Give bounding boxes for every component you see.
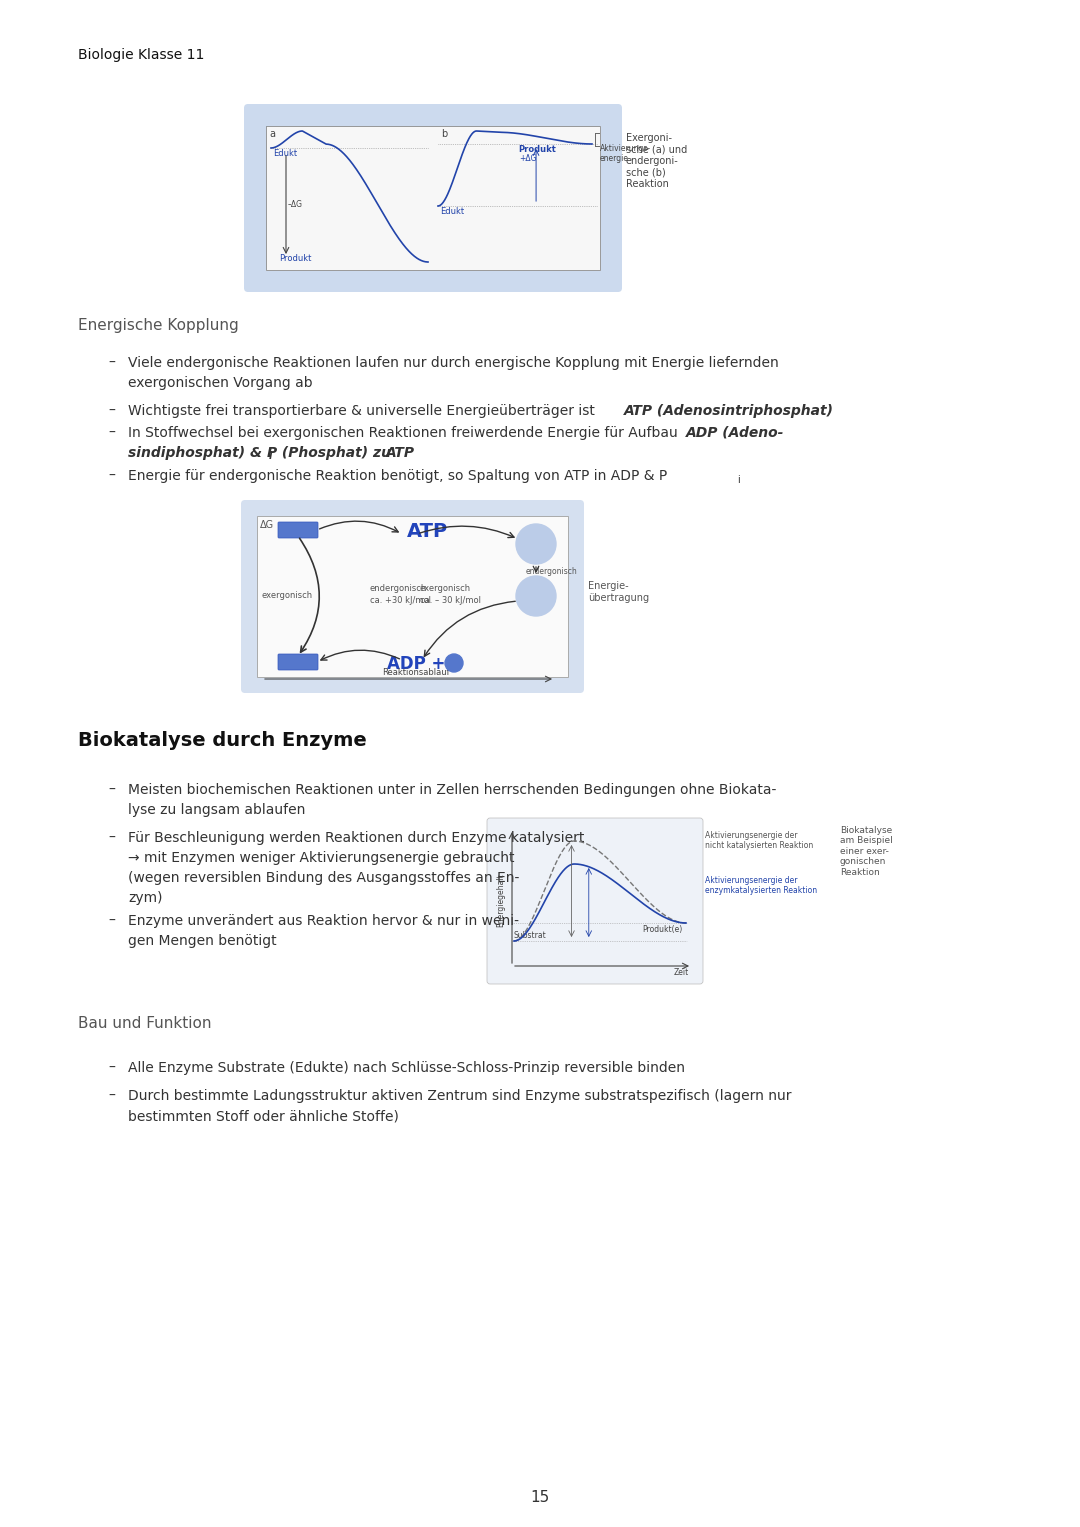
Text: → mit Enzymen weniger Aktivierungsenergie gebraucht: → mit Enzymen weniger Aktivierungsenergi… [129,851,514,864]
Text: Stoff A: Stoff A [282,525,312,534]
Text: Energiegehalt: Energiegehalt [496,873,505,927]
Text: exergonischen Vorgang ab: exergonischen Vorgang ab [129,376,312,389]
Text: Biologie Klasse 11: Biologie Klasse 11 [78,47,204,63]
Text: Meisten biochemischen Reaktionen unter in Zellen herrschenden Bedingungen ohne B: Meisten biochemischen Reaktionen unter i… [129,783,777,797]
Circle shape [516,576,556,615]
Text: –: – [108,426,114,440]
Text: Enzyme unverändert aus Reaktion hervor & nur in weni-: Enzyme unverändert aus Reaktion hervor &… [129,915,519,928]
Text: 15: 15 [530,1490,550,1506]
Text: Durch bestimmte Ladungsstruktur aktiven Zentrum sind Enzyme substratspezifisch (: Durch bestimmte Ladungsstruktur aktiven … [129,1089,792,1102]
Bar [266,127,600,270]
Text: (wegen reversiblen Bindung des Ausgangsstoffes an En-: (wegen reversiblen Bindung des Ausgangss… [129,870,519,886]
Text: Für Beschleunigung werden Reaktionen durch Enzyme katalysiert: Für Beschleunigung werden Reaktionen dur… [129,831,584,844]
Text: –: – [108,1061,114,1075]
Text: b: b [441,128,447,139]
Text: Aktivierungsenergie der: Aktivierungsenergie der [705,876,797,886]
Text: –ΔG: –ΔG [288,200,303,209]
Text: Biokatalyse durch Enzyme: Biokatalyse durch Enzyme [78,731,367,750]
Text: endergonisch: endergonisch [526,567,578,576]
Text: ADP (Adeno-: ADP (Adeno- [686,426,784,440]
Text: Biokatalyse
am Beispiel
einer exer-
gonischen
Reaktion: Biokatalyse am Beispiel einer exer- goni… [840,826,893,876]
FancyBboxPatch shape [487,818,703,983]
Text: Zeit: Zeit [674,968,689,977]
Text: endergonisch: endergonisch [370,583,428,592]
Text: ATP (Adenosintriphosphat): ATP (Adenosintriphosphat) [624,405,834,418]
Text: exergonisch: exergonisch [261,591,312,600]
Text: Energie-
übertragung: Energie- übertragung [588,580,649,603]
FancyBboxPatch shape [278,522,318,538]
FancyBboxPatch shape [244,104,622,292]
Circle shape [445,654,463,672]
Text: a: a [269,128,275,139]
Text: Produkt: Produkt [279,253,311,263]
Text: Reaktionsablauf: Reaktionsablauf [382,667,449,676]
Text: Stoff B: Stoff B [282,657,311,666]
Text: –: – [108,783,114,797]
Text: Edukt: Edukt [440,208,464,215]
Text: Aktivierungsenergie der: Aktivierungsenergie der [705,831,797,840]
Text: –: – [108,1089,114,1102]
Text: enzymkatalysierten Reaktion: enzymkatalysierten Reaktion [705,886,818,895]
Text: exergonisch: exergonisch [420,583,471,592]
Text: –: – [108,831,114,844]
Text: Viele endergonische Reaktionen laufen nur durch energische Kopplung mit Energie : Viele endergonische Reaktionen laufen nu… [129,356,779,370]
Text: +ΔG: +ΔG [519,154,537,163]
Text: Substrat: Substrat [514,931,546,941]
Text: bestimmten Stoff oder ähnliche Stoffe): bestimmten Stoff oder ähnliche Stoffe) [129,1109,399,1122]
Text: zym): zym) [129,890,162,906]
Text: Stoff C: Stoff C [523,591,552,600]
Text: Bau und Funktion: Bau und Funktion [78,1015,212,1031]
Text: ca. +30 kJ/mol: ca. +30 kJ/mol [370,596,431,605]
Text: Exergoni-
sche (a) und
endergoni-
sche (b)
Reaktion: Exergoni- sche (a) und endergoni- sche (… [626,133,687,189]
Text: Alle Enzyme Substrate (Edukte) nach Schlüsse-Schloss-Prinzip reversible binden: Alle Enzyme Substrate (Edukte) nach Schl… [129,1061,685,1075]
Text: Stoff D: Stoff D [523,539,553,548]
Text: ATP: ATP [407,522,448,541]
Text: Wichtigste frei transportierbare & universelle Energieüberträger ist: Wichtigste frei transportierbare & unive… [129,405,599,418]
Text: gen Mengen benötigt: gen Mengen benötigt [129,935,276,948]
Text: P: P [449,657,458,669]
Text: i: i [737,475,740,486]
Text: (Phosphat) zu: (Phosphat) zu [276,446,396,460]
Text: –: – [108,356,114,370]
FancyBboxPatch shape [241,499,584,693]
Text: Energie für endergonische Reaktion benötigt, so Spaltung von ATP in ADP & P: Energie für endergonische Reaktion benöt… [129,469,667,483]
FancyBboxPatch shape [278,654,318,670]
Text: Aktivierungs-
energie: Aktivierungs- energie [600,144,651,163]
Text: Edukt: Edukt [273,150,297,157]
Text: Produkt: Produkt [518,145,556,154]
Text: –: – [108,469,114,483]
Bar [266,127,600,270]
Text: ca. – 30 kJ/mol: ca. – 30 kJ/mol [420,596,481,605]
Text: Produkt(e): Produkt(e) [642,925,683,935]
Text: ATP: ATP [386,446,415,460]
Circle shape [516,524,556,563]
Bar [257,516,568,676]
Text: –: – [108,405,114,418]
Text: nicht katalysierten Reaktion: nicht katalysierten Reaktion [705,841,813,851]
Text: sindiphosphat) & P: sindiphosphat) & P [129,446,278,460]
Text: ΔG: ΔG [260,521,274,530]
Text: ADP +: ADP + [387,655,445,673]
Text: –: – [108,915,114,928]
Text: Energische Kopplung: Energische Kopplung [78,318,239,333]
Text: lyse zu langsam ablaufen: lyse zu langsam ablaufen [129,803,306,817]
Text: i: i [269,450,272,461]
Text: In Stoffwechsel bei exergonischen Reaktionen freiwerdende Energie für Aufbau: In Stoffwechsel bei exergonischen Reakti… [129,426,683,440]
